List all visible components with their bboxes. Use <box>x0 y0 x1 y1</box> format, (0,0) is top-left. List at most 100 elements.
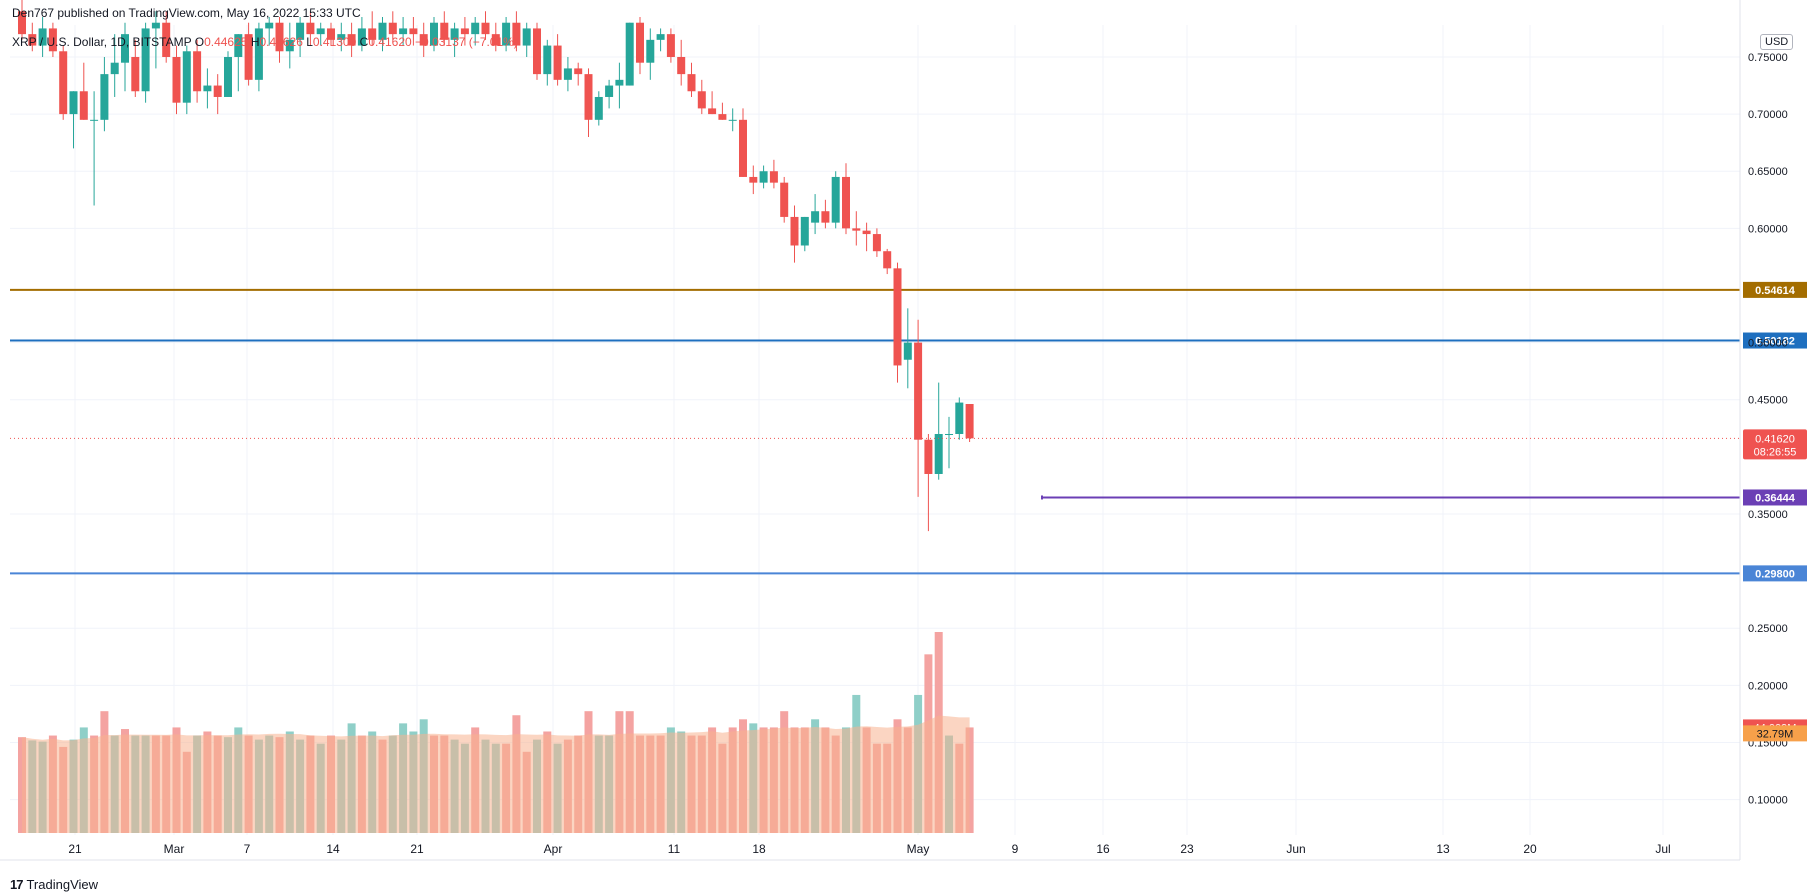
candle-body <box>316 28 325 35</box>
candle-body <box>18 11 26 35</box>
candle-body <box>460 28 469 35</box>
candle-body <box>769 171 778 183</box>
candle-body <box>780 182 789 217</box>
level-tag-label: 0.54614 <box>1755 285 1796 297</box>
symbol-name: XRP / U.S. Dollar, 1D, BITSTAMP <box>12 35 192 49</box>
x-tick-label: 21 <box>68 842 82 856</box>
candle-body <box>224 56 232 97</box>
candle-body <box>28 34 37 46</box>
candle-body <box>563 68 572 80</box>
candle <box>121 22 129 92</box>
candle-body <box>296 22 305 40</box>
candle <box>883 248 892 275</box>
candle-body <box>481 22 490 35</box>
candle <box>574 62 583 86</box>
symbol-legend[interactable]: XRP / U.S. Dollar, 1D, BITSTAMP O0.44625… <box>12 35 518 49</box>
candle-body <box>234 34 243 57</box>
candle <box>316 22 325 46</box>
candle-body <box>553 45 562 80</box>
candle <box>934 382 943 480</box>
candle <box>357 17 366 52</box>
last-price-label: 0.41620 <box>1755 433 1795 445</box>
x-tick-label: 13 <box>1436 842 1450 856</box>
candle <box>924 433 933 532</box>
candle <box>553 34 562 86</box>
candle <box>543 39 552 86</box>
candle-body <box>790 216 799 246</box>
y-tick-label: 0.20000 <box>1748 680 1788 692</box>
candle <box>244 22 253 86</box>
y-tick-label: 0.25000 <box>1748 623 1788 635</box>
countdown-label: 08:26:55 <box>1754 446 1797 458</box>
candle-body <box>265 22 274 29</box>
candle <box>162 11 171 63</box>
candle-body <box>491 34 500 46</box>
candle-body <box>656 34 665 40</box>
candle <box>296 17 305 57</box>
candle <box>450 22 459 57</box>
volume-ma-area <box>22 715 970 833</box>
candle <box>811 194 820 235</box>
candle <box>749 165 758 195</box>
candle-body <box>718 114 727 120</box>
x-tick-label: 11 <box>668 842 681 856</box>
candle-body <box>275 22 284 52</box>
candle-body <box>48 28 57 52</box>
footer-branding[interactable]: 17 TradingView <box>10 877 98 892</box>
candle <box>110 34 119 97</box>
candle-body <box>388 22 397 35</box>
candle-body <box>584 74 593 120</box>
candle-body <box>327 28 335 40</box>
tradingview-logo-text: TradingView <box>26 877 99 892</box>
candle-body <box>708 108 717 115</box>
candle-body <box>945 433 953 435</box>
candle-body <box>399 28 408 35</box>
candle-body <box>430 22 438 46</box>
candle-body <box>903 342 912 360</box>
candle <box>872 228 881 257</box>
y-tick-label: 0.50000 <box>1748 338 1788 350</box>
candle <box>254 22 263 92</box>
currency-button[interactable]: USD <box>1760 34 1794 50</box>
published-by-text: Den767 published on TradingView.com, May… <box>12 6 361 20</box>
horizontal-lines[interactable]: 0.54614 0.50182 0.36444 0.29800 <box>10 281 1807 582</box>
candle <box>893 262 902 383</box>
candle <box>945 416 953 469</box>
candle <box>615 62 624 109</box>
candle-body <box>131 56 140 92</box>
candle <box>677 39 686 86</box>
y-tick-label: 0.75000 <box>1748 52 1788 64</box>
candle <box>605 79 614 109</box>
candle <box>368 11 377 46</box>
candle <box>914 319 923 497</box>
candle <box>172 45 181 115</box>
candle-body <box>811 211 820 223</box>
candle-body <box>254 28 263 80</box>
candle <box>203 68 212 109</box>
candle <box>769 159 778 189</box>
ohlc-l-prefix: L <box>306 35 313 49</box>
candle-body <box>852 228 861 231</box>
candle-body <box>440 22 449 40</box>
x-tick-label: May <box>907 842 930 856</box>
candle <box>337 22 346 52</box>
level-tag-label: 0.29800 <box>1755 568 1795 580</box>
candle-body <box>502 22 511 46</box>
candle <box>491 22 500 52</box>
candle <box>831 171 840 229</box>
candle <box>430 17 438 52</box>
candle <box>213 74 222 115</box>
last-price-tag <box>1743 429 1807 460</box>
candle-body <box>965 404 974 439</box>
x-tick-label: 16 <box>1096 842 1110 856</box>
candle-body <box>306 22 315 35</box>
candle <box>399 17 408 46</box>
candle-body <box>749 176 758 183</box>
ohlc-open: 0.44625 <box>204 35 248 49</box>
volume-ma-tag <box>1743 725 1807 742</box>
candle-body <box>666 34 675 57</box>
candle <box>419 22 428 57</box>
y-tick-label: 0.70000 <box>1748 109 1788 121</box>
x-tick-label: Jun <box>1286 842 1305 856</box>
